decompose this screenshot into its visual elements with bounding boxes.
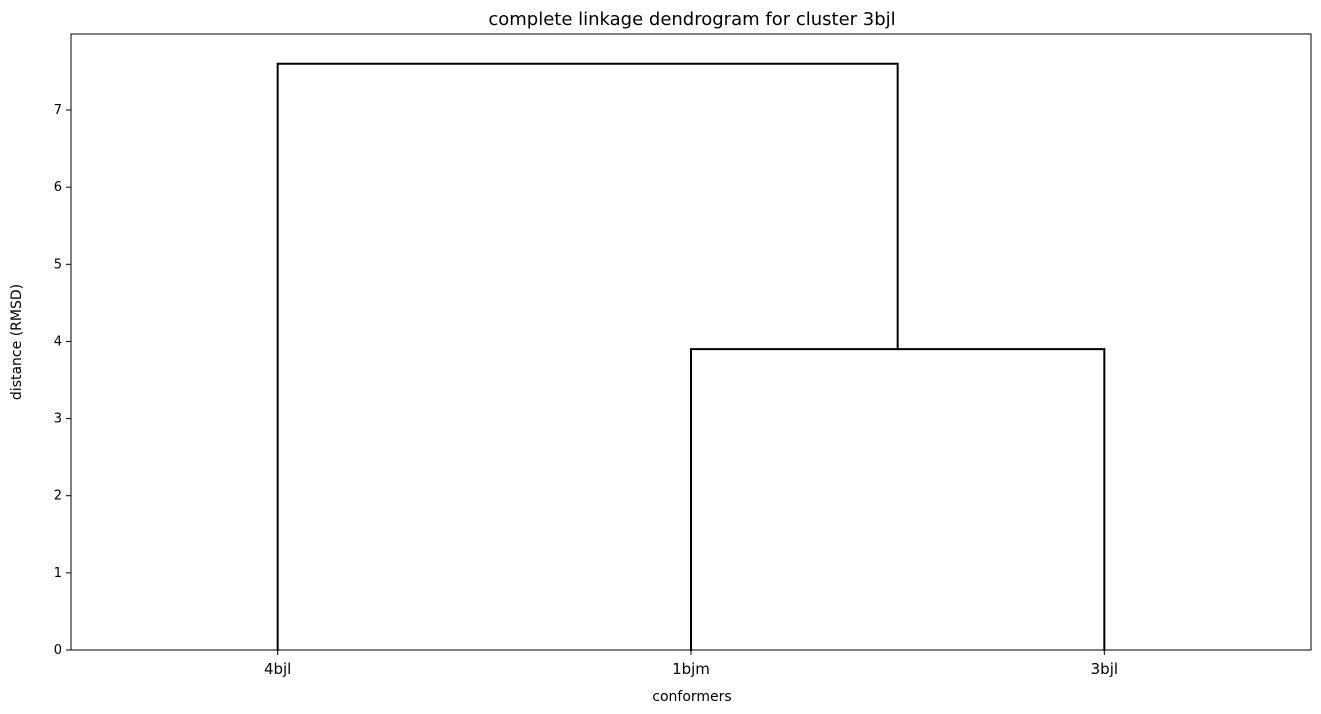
x-tick-label-4bjl: 4bjl xyxy=(264,660,291,678)
y-axis-ticks: 0 1 2 3 4 5 6 7 xyxy=(54,103,71,658)
y-tick-label-1: 1 xyxy=(54,566,62,581)
y-tick-label-0: 0 xyxy=(54,643,62,658)
x-axis-label: conformers xyxy=(652,689,731,705)
link-1bjm-3bjl xyxy=(690,348,1106,651)
y-axis-label: distance (RMSD) xyxy=(9,284,25,400)
x-axis-leaf-labels: 4bjl 1bjm 3bjl xyxy=(264,650,1118,678)
y-tick-label-2: 2 xyxy=(54,489,62,504)
link-root xyxy=(276,62,899,651)
chart-title: complete linkage dendrogram for cluster … xyxy=(488,9,895,30)
y-tick-label-7: 7 xyxy=(54,103,62,118)
y-tick-label-3: 3 xyxy=(54,412,62,427)
x-tick-label-1bjm: 1bjm xyxy=(672,660,710,678)
y-tick-label-4: 4 xyxy=(54,334,62,349)
y-tick-label-5: 5 xyxy=(54,257,62,272)
y-tick-label-6: 6 xyxy=(54,180,62,195)
dendrogram-links xyxy=(276,62,1106,651)
x-tick-label-3bjl: 3bjl xyxy=(1091,660,1118,678)
